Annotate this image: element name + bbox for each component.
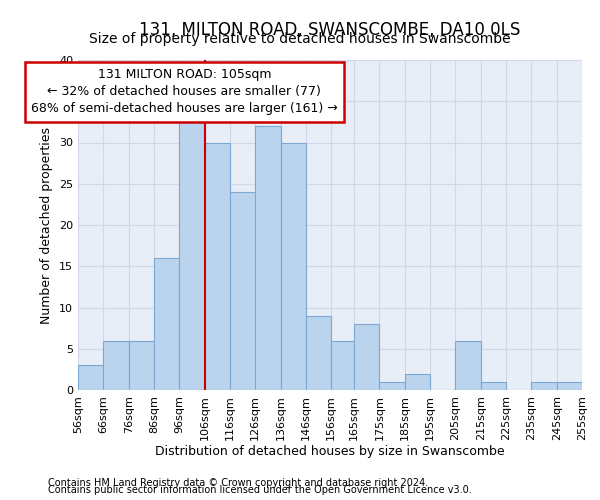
Bar — [405, 374, 430, 390]
Bar — [128, 340, 154, 390]
Bar — [354, 324, 379, 390]
Text: Contains public sector information licensed under the Open Government Licence v3: Contains public sector information licen… — [48, 485, 472, 495]
Bar — [455, 340, 481, 390]
Bar — [557, 382, 582, 390]
Text: Contains HM Land Registry data © Crown copyright and database right 2024.: Contains HM Land Registry data © Crown c… — [48, 478, 428, 488]
Bar — [103, 340, 128, 390]
Bar — [306, 316, 331, 390]
Text: 131 MILTON ROAD: 105sqm
← 32% of detached houses are smaller (77)
68% of semi-de: 131 MILTON ROAD: 105sqm ← 32% of detache… — [31, 68, 338, 116]
X-axis label: Distribution of detached houses by size in Swanscombe: Distribution of detached houses by size … — [155, 446, 505, 458]
Bar — [255, 126, 281, 390]
Text: Size of property relative to detached houses in Swanscombe: Size of property relative to detached ho… — [89, 32, 511, 46]
Bar — [532, 382, 557, 390]
Bar — [379, 382, 405, 390]
Bar — [281, 142, 306, 390]
Y-axis label: Number of detached properties: Number of detached properties — [40, 126, 53, 324]
Title: 131, MILTON ROAD, SWANSCOMBE, DA10 0LS: 131, MILTON ROAD, SWANSCOMBE, DA10 0LS — [139, 21, 521, 39]
Bar — [481, 382, 506, 390]
Bar — [230, 192, 255, 390]
Bar — [331, 340, 354, 390]
Bar — [154, 258, 179, 390]
Bar — [78, 365, 103, 390]
Bar — [205, 142, 230, 390]
Bar — [179, 118, 205, 390]
